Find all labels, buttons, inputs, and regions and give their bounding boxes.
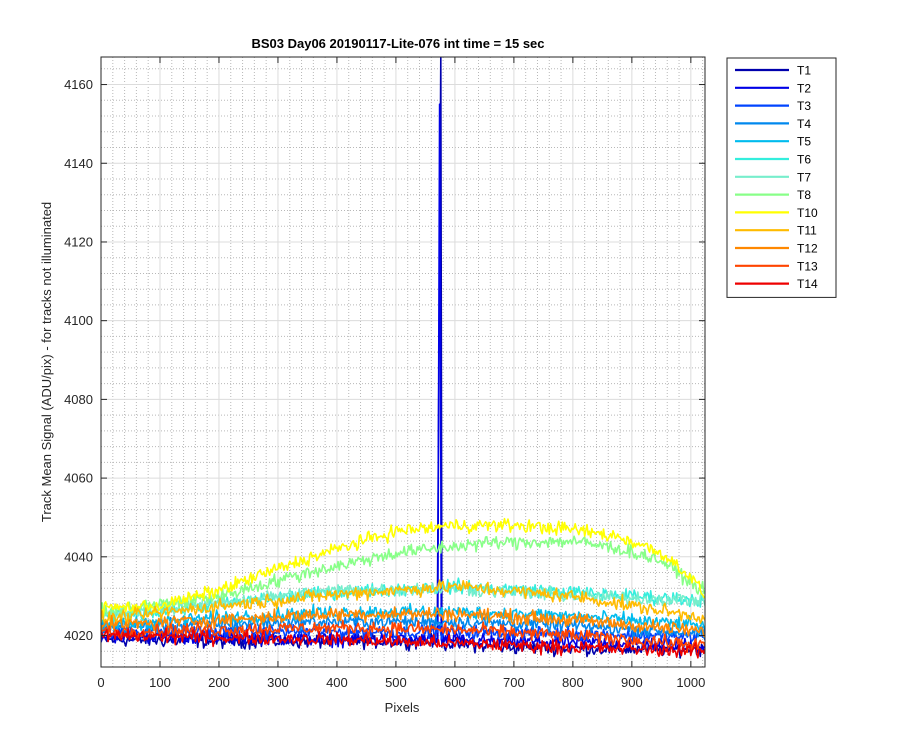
series-line-t10 <box>101 517 705 616</box>
y-tick-label: 4040 <box>64 549 93 564</box>
chart-title: BS03 Day06 20190117-Lite-076 int time = … <box>251 36 544 51</box>
x-tick-label: 500 <box>385 675 407 690</box>
legend-label-t2: T2 <box>797 81 811 95</box>
x-tick-label: 1000 <box>676 675 705 690</box>
legend-label-t3: T3 <box>797 99 811 113</box>
x-tick-label: 900 <box>621 675 643 690</box>
x-tick-label: 0 <box>97 675 104 690</box>
x-tick-label: 200 <box>208 675 230 690</box>
x-tick-label: 300 <box>267 675 289 690</box>
plot-area <box>101 57 705 667</box>
y-tick-label: 4060 <box>64 471 93 486</box>
y-tick-label: 4080 <box>64 392 93 407</box>
legend-label-t8: T8 <box>797 188 811 202</box>
legend-label-t12: T12 <box>797 242 818 256</box>
series-line-t7 <box>101 582 705 619</box>
legend-label-t14: T14 <box>797 277 818 291</box>
series-line-t12 <box>101 606 705 638</box>
y-axis-label: Track Mean Signal (ADU/pix) - for tracks… <box>39 202 54 522</box>
series-line-t2 <box>101 103 705 653</box>
axes-box <box>100 56 706 668</box>
legend: T1 T2 T3 T4 T5 T6 T7 T8 T10 T11 T12 T13 T14 <box>726 57 837 298</box>
legend-label-t4: T4 <box>797 117 811 131</box>
legend-label-t7: T7 <box>797 170 811 184</box>
x-tick-label: 700 <box>503 675 525 690</box>
legend-label-t5: T5 <box>797 135 811 149</box>
x-axis-label: Pixels <box>385 700 420 715</box>
y-tick-label: 4100 <box>64 313 93 328</box>
legend-label-t6: T6 <box>797 153 811 167</box>
x-tick-label: 100 <box>149 675 171 690</box>
series-line-t5 <box>101 602 705 632</box>
y-tick-label: 4160 <box>64 77 93 92</box>
axes: 0 100 200 300 400 500 600 700 800 900 1000 4020 4040… <box>64 56 706 690</box>
y-tick-label: 4020 <box>64 628 93 643</box>
legend-label-t13: T13 <box>797 259 818 273</box>
legend-label-t10: T10 <box>797 206 818 220</box>
legend-label-t1: T1 <box>797 64 811 78</box>
series-line-t11 <box>101 579 705 626</box>
y-tick-label: 4120 <box>64 234 93 249</box>
x-tick-label: 800 <box>562 675 584 690</box>
x-tick-label: 400 <box>326 675 348 690</box>
x-tick-label: 600 <box>444 675 466 690</box>
y-tick-label: 4140 <box>64 156 93 171</box>
series-lines <box>101 57 705 659</box>
legend-label-t11: T11 <box>797 224 817 238</box>
series-group <box>101 57 705 659</box>
series-line-t14 <box>101 627 705 659</box>
